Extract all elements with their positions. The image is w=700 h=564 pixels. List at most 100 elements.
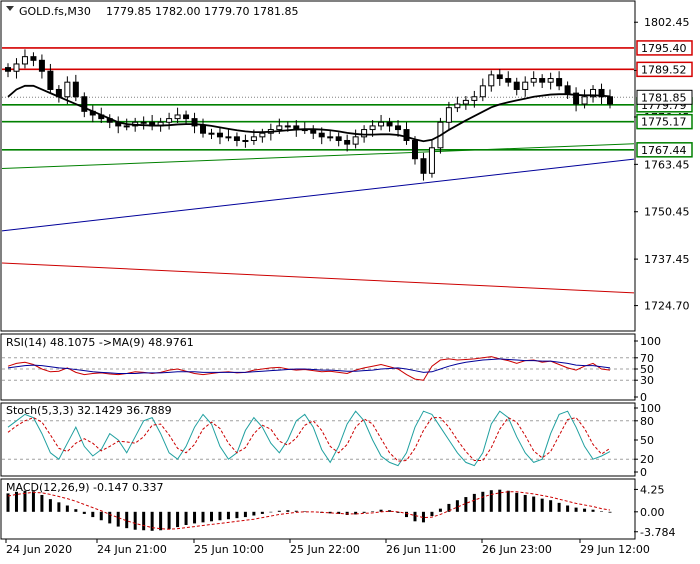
indicator-tick-label: 80 xyxy=(640,415,654,428)
candle-body xyxy=(556,78,563,87)
candle xyxy=(259,128,266,143)
candle-body xyxy=(327,136,334,139)
candle-body xyxy=(174,114,181,120)
candle-body xyxy=(242,139,249,142)
candle xyxy=(420,152,427,181)
candle-body xyxy=(522,81,529,90)
candle-body xyxy=(64,81,71,98)
candle xyxy=(352,129,359,149)
trend-line-0[interactable] xyxy=(1,143,635,170)
candle-body xyxy=(479,85,486,98)
candle-body xyxy=(530,78,537,83)
candle-body xyxy=(166,118,173,123)
indicator-tick-label: 0 xyxy=(640,466,647,479)
candle xyxy=(462,96,469,110)
time-tick-label: 24 Jun 21:00 xyxy=(97,543,167,556)
time-tick-label: 26 Jun 11:00 xyxy=(386,543,456,556)
candle xyxy=(522,76,529,97)
current-price-label: 1781.85 xyxy=(641,91,687,104)
axes: 1802.451789.201776.451763.451750.451737.… xyxy=(5,16,693,556)
symbol-header: GOLD.fs,M30 1779.85 1782.00 1779.70 1781… xyxy=(6,5,298,18)
candle xyxy=(564,81,571,99)
main-pane-frame xyxy=(0,0,636,332)
candle xyxy=(166,112,173,130)
candle xyxy=(530,71,537,87)
rsi-ma-line xyxy=(7,358,611,374)
candle-body xyxy=(573,92,580,105)
candle-body xyxy=(208,132,215,135)
stoch-d-line xyxy=(7,416,611,462)
moving-average-line xyxy=(7,84,611,143)
candle xyxy=(47,63,54,94)
candle-body xyxy=(250,136,257,141)
candle xyxy=(505,71,512,87)
candle-body xyxy=(276,125,283,131)
candle xyxy=(183,110,190,125)
candle xyxy=(233,132,240,147)
candle-body xyxy=(13,63,20,72)
candle xyxy=(378,114,385,131)
candle-body xyxy=(505,78,512,83)
indicator-tick-label: 20 xyxy=(640,453,654,466)
candle xyxy=(30,52,37,67)
candle xyxy=(403,122,410,145)
indicator-tick-label: 100 xyxy=(640,402,661,415)
time-tick-label: 29 Jun 12:00 xyxy=(580,543,650,556)
ohlc-values: 1779.85 1782.00 1779.70 1781.85 xyxy=(106,5,298,18)
candle xyxy=(13,58,20,79)
indicator-tick-label: 4.25 xyxy=(640,483,665,496)
macd-header: MACD(12,26,9) -0.147 0.337 xyxy=(6,481,164,494)
dropdown-triangle-icon xyxy=(6,6,14,11)
candle-body xyxy=(369,125,376,131)
candle-body xyxy=(462,99,469,105)
candle xyxy=(428,140,435,178)
candle xyxy=(386,117,393,132)
candle xyxy=(174,107,181,123)
candle xyxy=(200,118,207,138)
indicator-tick-label: 50 xyxy=(640,434,654,447)
candle xyxy=(327,129,334,142)
candle xyxy=(479,78,486,102)
time-tick-label: 24 Jun 2020 xyxy=(6,543,72,556)
candle xyxy=(539,74,546,89)
level-tag xyxy=(636,142,693,158)
level-tag-label: 1795.40 xyxy=(641,42,687,55)
price-tick-label: 1750.45 xyxy=(644,206,690,219)
time-tick-label: 26 Jun 23:00 xyxy=(482,543,552,556)
main-plot xyxy=(1,47,635,294)
level-tag-label: 1767.44 xyxy=(641,144,687,157)
candle xyxy=(216,127,223,145)
trend-line-2[interactable] xyxy=(1,262,635,294)
indicator-tick-label: 50 xyxy=(640,363,654,376)
price-tick-label: 1724.70 xyxy=(644,300,690,313)
candle xyxy=(496,69,503,86)
rsi-pane-frame xyxy=(0,333,636,401)
price-tick-label: 1802.45 xyxy=(644,16,690,29)
candle-body xyxy=(352,136,359,145)
candle xyxy=(581,89,588,109)
candle-body xyxy=(598,88,605,98)
candle-body xyxy=(81,96,88,112)
candle-body xyxy=(183,114,190,120)
candle-body xyxy=(233,136,240,141)
level-tag xyxy=(636,40,693,56)
candle xyxy=(471,90,478,108)
candle xyxy=(225,129,232,142)
candle-body xyxy=(488,74,495,87)
time-tick-label: 25 Jun 22:00 xyxy=(290,543,360,556)
candle-body xyxy=(564,85,571,94)
candle-body xyxy=(395,125,402,131)
candle xyxy=(21,49,28,69)
candle xyxy=(590,85,597,103)
candle xyxy=(72,74,79,102)
candle xyxy=(5,63,11,78)
candle-body xyxy=(191,118,198,127)
trend-line-1[interactable] xyxy=(1,158,635,232)
candle-body xyxy=(140,121,147,124)
candle-body xyxy=(496,74,503,80)
candle-body xyxy=(547,78,554,83)
level-tag xyxy=(636,113,693,130)
candle xyxy=(335,132,342,147)
